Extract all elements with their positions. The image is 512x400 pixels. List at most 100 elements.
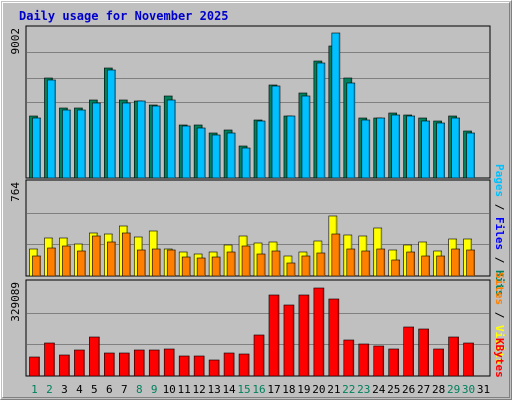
day-label: 29	[447, 383, 460, 396]
day-label: 19	[297, 383, 310, 396]
hits-files-side-label: Pages / Files / Hits	[493, 164, 506, 297]
kbytes-bar	[328, 298, 340, 377]
kbytes-bar-shade	[158, 350, 160, 376]
kbytes-bar	[358, 343, 370, 377]
files-bar-shade	[413, 116, 415, 178]
day-label: 13	[207, 383, 220, 396]
kbytes-bar-shade	[307, 295, 309, 376]
files-bar-shade	[129, 103, 131, 178]
sites-bar	[301, 255, 311, 277]
kbytes-bar	[119, 352, 130, 377]
sites-visits-axis-max-label: 764	[9, 182, 22, 202]
files-bar	[136, 100, 146, 179]
sites-bar	[77, 250, 86, 277]
day-label: 25	[387, 383, 400, 396]
sites-bar-shade	[293, 263, 295, 276]
files-bar-shade	[383, 118, 385, 178]
kbytes-bar-shade	[113, 353, 115, 376]
day-label: 26	[402, 383, 415, 396]
kbytes-bar-shade	[457, 337, 459, 376]
files-bar	[301, 95, 311, 179]
sites-bar-shade	[368, 251, 370, 276]
day-label: 20	[312, 383, 325, 396]
files-bar-shade	[293, 116, 295, 178]
day-label: 23	[357, 383, 370, 396]
day-label: 6	[106, 383, 113, 396]
kbytes-bar	[433, 348, 444, 377]
kbytes-bar-shade	[277, 295, 279, 376]
kbytes-bar-shade	[53, 343, 55, 376]
files-bar-shade	[278, 86, 280, 178]
files-bar	[391, 114, 401, 179]
kbytes-bar	[388, 348, 400, 377]
kbytes-bar-shade	[367, 344, 369, 376]
visits-legend-label: Visits	[493, 325, 506, 365]
files-legend-label: Files	[493, 217, 506, 250]
files-bar-shade	[218, 135, 221, 178]
hits-files-panel: 9002 Pages / Files / Hits	[9, 25, 506, 297]
legend-separator: /	[493, 312, 506, 319]
kbytes-bar	[463, 342, 474, 377]
kbytes-bar-shade	[382, 346, 384, 376]
day-label: 18	[282, 383, 295, 396]
kbytes-bar	[104, 352, 115, 377]
day-label: 14	[222, 383, 236, 396]
files-bar-shade	[144, 101, 146, 178]
files-bar-shade	[159, 106, 161, 178]
sites-bar	[331, 233, 341, 277]
day-label: 11	[178, 383, 191, 396]
kbytes-axis-max-label: 329089	[9, 282, 22, 322]
sites-bar-shade	[114, 242, 116, 276]
kbytes-bar-shade	[187, 356, 190, 376]
sites-visits-panel: 764 Sites / Visits	[9, 179, 506, 365]
hits-files-axis-max-label: 9002	[9, 28, 22, 55]
kbytes-bar-shade	[262, 335, 265, 376]
sites-bar	[361, 250, 371, 277]
files-bar-shade	[263, 121, 266, 178]
files-bar-shade	[323, 63, 325, 178]
day-axis-labels: 1 2 3 4 5 6 7 8 9 10 11 12 13 14 15 16 17 18 19 20 21 22 23 24 2…	[31, 383, 490, 396]
kbytes-side-label: KBytes	[493, 338, 506, 378]
sites-visits-side-label: Sites / Visits	[493, 272, 506, 365]
day-label: 27	[417, 383, 430, 396]
kbytes-bar	[133, 349, 145, 377]
sites-bar-shade	[159, 249, 161, 276]
sites-bar-shade	[323, 253, 325, 276]
sites-bar-shade	[383, 249, 385, 276]
day-label: 22	[342, 383, 355, 396]
kbytes-bar	[313, 287, 325, 377]
kbytes-bar-shade	[202, 356, 205, 376]
sites-bar-shade	[458, 249, 460, 276]
hits-files-bars	[29, 32, 475, 179]
sites-bar-shade	[338, 234, 340, 276]
legend-separator: /	[493, 257, 506, 264]
day-label: 24	[372, 383, 386, 396]
sites-bar	[421, 255, 430, 277]
kbytes-bar-shade	[397, 349, 399, 376]
kbytes-bar	[178, 355, 190, 377]
sites-bar	[436, 255, 445, 277]
files-bar	[376, 117, 386, 179]
files-bar-shade	[203, 128, 206, 178]
files-bar	[286, 115, 296, 179]
day-label: 8	[136, 383, 143, 396]
files-bar	[77, 109, 86, 179]
sites-bar-shade	[84, 251, 86, 276]
day-label: 30	[462, 383, 475, 396]
kbytes-bar	[148, 349, 160, 377]
sites-bar-shade	[398, 260, 400, 276]
sites-visits-bars	[29, 215, 475, 277]
kbytes-bar-shade	[442, 349, 444, 376]
kbytes-bar-shade	[68, 355, 70, 376]
kbytes-bar-shade	[83, 350, 85, 376]
sites-bar-shade	[144, 250, 146, 276]
kbytes-bar	[448, 336, 459, 377]
kbytes-bar	[208, 359, 220, 377]
kbytes-bar	[283, 304, 295, 377]
files-bar-shade	[443, 123, 445, 178]
sites-bar-shade	[218, 257, 221, 276]
files-bar	[62, 109, 71, 179]
